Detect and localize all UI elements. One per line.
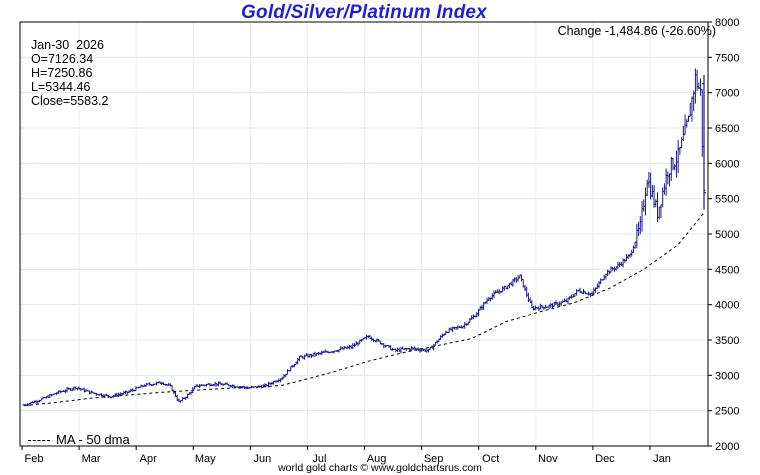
y-tick-label: 7500 (715, 52, 739, 64)
x-tick-label: Sep (424, 453, 444, 465)
y-tick-label: 3000 (715, 370, 739, 382)
open-readout: O=7126.34 (30, 52, 94, 66)
y-tick-label: 5500 (715, 194, 739, 206)
high-readout: H=7250.86 (30, 66, 93, 80)
y-tick-label: 5000 (715, 229, 739, 241)
x-tick-label: Jul (312, 453, 326, 465)
y-tick-label: 3500 (715, 335, 739, 347)
y-tick-label: 7000 (715, 88, 739, 100)
x-tick-label: Jan (653, 453, 671, 465)
y-tick-label: 6000 (715, 158, 739, 170)
close-readout: Close=5583.2 (30, 94, 109, 108)
x-tick-label: Apr (140, 453, 157, 465)
x-tick-label: Aug (367, 453, 387, 465)
ma-legend-label: MA - 50 dma (56, 432, 130, 447)
x-tick-label: Jun (253, 453, 271, 465)
low-readout: L=5344.46 (30, 80, 91, 94)
y-tick-label: 2500 (715, 406, 739, 418)
ma-legend: MA - 50 dma (28, 432, 130, 447)
date-readout: Jan-30 2026 (30, 38, 104, 52)
y-tick-label: 8000 (715, 17, 739, 29)
change-readout: Change -1,484.86 (-26.60%) (557, 24, 716, 38)
y-tick-label: 4500 (715, 264, 739, 276)
x-tick-label: May (195, 453, 216, 465)
y-tick-label: 2000 (715, 441, 739, 453)
y-tick-label: 6500 (715, 123, 739, 135)
chart-footer: world gold charts © www.goldchartsrus.co… (278, 462, 482, 474)
x-tick-label: Oct (482, 453, 499, 465)
x-tick-label: Mar (82, 453, 101, 465)
y-tick-label: 4000 (715, 300, 739, 312)
chart-title: Gold/Silver/Platinum Index (241, 2, 487, 23)
x-tick-label: Feb (25, 453, 44, 465)
plot-frame (19, 21, 709, 447)
x-tick-label: Nov (538, 453, 558, 465)
x-tick-label: Dec (595, 453, 615, 465)
ma-legend-swatch (28, 440, 50, 442)
ma50-line (23, 212, 705, 407)
ohlc-readout: Jan-30 2026 O=7126.34 H=7250.86 L=5344.4… (24, 24, 114, 108)
